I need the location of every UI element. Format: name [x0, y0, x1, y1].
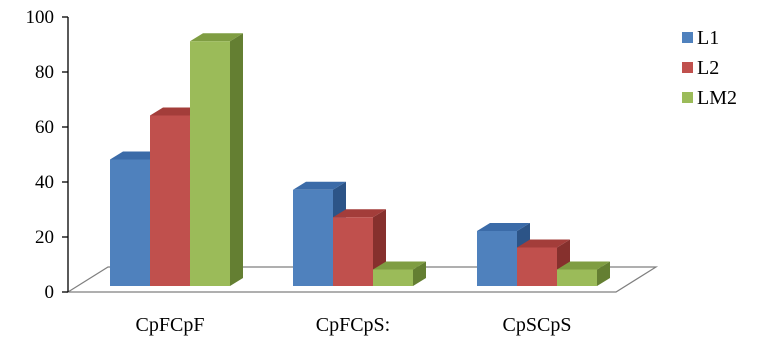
y-tick-label: 100 [26, 7, 55, 28]
bar-front [477, 231, 517, 286]
bar-front [517, 247, 557, 286]
bar-top [517, 239, 570, 248]
legend-swatch [682, 62, 693, 73]
bar-top [557, 261, 610, 270]
bar-top [293, 181, 346, 190]
legend-item-l2: L2 [682, 57, 719, 79]
bars [110, 33, 610, 286]
bar-top [150, 107, 203, 116]
bar-top [110, 151, 163, 160]
bar-top [333, 209, 386, 218]
y-tick-label: 20 [35, 227, 54, 248]
bar-lm2-2 [373, 261, 426, 286]
legend-item-l1: L1 [682, 27, 719, 49]
y-tick-label: 40 [35, 172, 54, 193]
legend-label: L2 [697, 57, 719, 79]
bar-top [477, 223, 530, 231]
bar-front [293, 189, 333, 286]
category-label: CpFCpS: [316, 314, 390, 336]
bar-side [597, 261, 610, 286]
x-axis-labels: CpFCpF CpFCpS: CpSCpS [136, 314, 572, 336]
bar-front [110, 159, 150, 286]
legend-label: L1 [697, 27, 719, 49]
y-axis: 0 20 40 60 80 100 [26, 7, 69, 303]
y-tick-label: 60 [35, 117, 54, 138]
bar-top [373, 261, 426, 270]
bar-side [413, 261, 426, 286]
bar-lm2-1 [190, 33, 243, 286]
y-tick-label: 0 [45, 282, 55, 303]
bar-front [190, 41, 230, 286]
category-label: CpSCpS [503, 314, 572, 336]
legend-swatch [682, 92, 693, 103]
bar-front [150, 115, 190, 286]
legend-swatch [682, 32, 693, 43]
bar-front [557, 269, 597, 286]
legend: L1 L2 LM2 [682, 27, 737, 109]
bar-front [333, 217, 373, 286]
category-label: CpFCpF [136, 314, 205, 336]
y-tick-label: 80 [35, 62, 54, 83]
legend-label: LM2 [697, 87, 737, 109]
bar-side [230, 33, 243, 286]
bar-front [373, 269, 413, 286]
bar-lm2-3 [557, 261, 610, 286]
bar-top [190, 33, 243, 42]
bar-l2-2 [333, 209, 386, 286]
legend-item-lm2: LM2 [682, 87, 737, 109]
